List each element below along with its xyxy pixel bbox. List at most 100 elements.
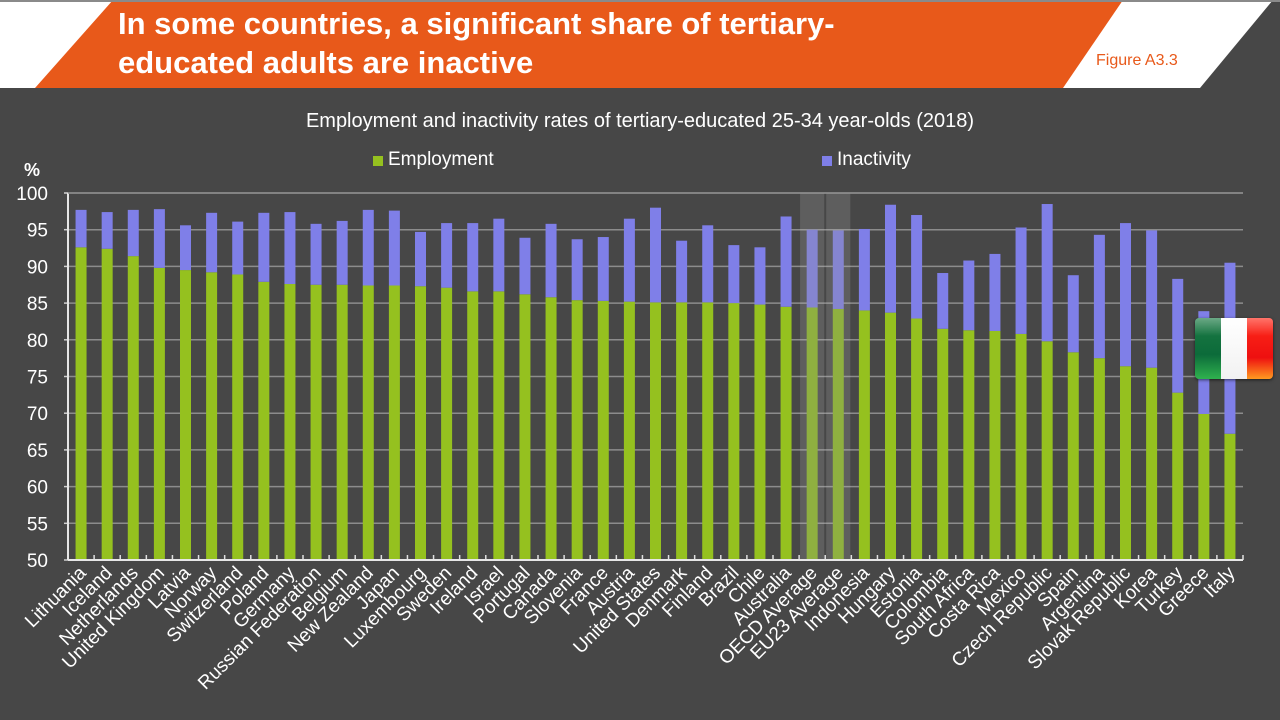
bar-employment: [545, 297, 557, 560]
y-tick-label: 55: [27, 514, 48, 535]
bar-inactivity: [101, 212, 113, 249]
bar-inactivity: [1120, 223, 1131, 367]
bar-inactivity: [388, 210, 400, 286]
y-tick-label: 90: [27, 257, 48, 278]
bar-employment: [232, 274, 244, 560]
bar-inactivity: [545, 223, 557, 298]
bar-inactivity: [1041, 204, 1053, 342]
y-tick-label: 80: [27, 331, 48, 352]
legend-label-employment: Employment: [388, 149, 494, 170]
bar-employment: [519, 294, 531, 560]
legend-swatch-employment: [373, 156, 383, 166]
y-axis-unit-label: %: [24, 160, 41, 180]
bar-inactivity: [153, 209, 165, 268]
bar-inactivity: [832, 230, 844, 309]
bar-inactivity: [362, 209, 374, 286]
bar-employment: [623, 301, 635, 560]
bar-employment: [1120, 366, 1131, 560]
bar-employment: [1093, 358, 1105, 560]
bar-inactivity: [1093, 234, 1105, 359]
italy-flag-icon: [1195, 318, 1273, 379]
bar-employment: [676, 302, 688, 560]
bar-employment: [937, 328, 949, 560]
bar-employment: [989, 330, 1001, 560]
bar-inactivity: [885, 204, 896, 313]
legend-inactivity: Inactivity: [822, 149, 911, 171]
bar-inactivity: [858, 228, 870, 311]
bar-inactivity: [336, 220, 348, 285]
bar-employment: [780, 306, 792, 560]
bar-employment: [310, 284, 322, 560]
bar-inactivity: [780, 216, 792, 307]
bar-inactivity: [989, 253, 1001, 331]
bar-inactivity: [258, 212, 270, 282]
bar-inactivity: [728, 245, 740, 304]
bar-inactivity: [650, 207, 661, 303]
bar-employment: [1172, 392, 1184, 560]
bar-employment: [597, 300, 609, 560]
bar-inactivity: [1172, 278, 1184, 393]
bar-employment: [153, 267, 165, 560]
bar-employment: [362, 285, 374, 560]
bar-inactivity: [232, 221, 244, 275]
bar-inactivity: [623, 218, 635, 302]
bar-inactivity: [676, 240, 688, 303]
bar-inactivity: [963, 260, 975, 331]
header-background: [0, 0, 1280, 88]
bar-employment: [728, 303, 740, 560]
bar-employment: [336, 284, 348, 560]
figure-label: Figure A3.3: [1096, 52, 1178, 69]
bar-employment: [858, 310, 870, 560]
bar-employment: [885, 312, 896, 560]
bar-employment: [415, 286, 426, 560]
y-tick-label: 50: [27, 551, 48, 572]
bar-employment: [963, 330, 975, 560]
bar-inactivity: [1067, 275, 1079, 353]
bar-employment: [467, 291, 479, 560]
bar-employment: [702, 302, 714, 560]
title-banner: [35, 0, 1123, 88]
y-tick-label: 85: [27, 294, 48, 315]
bar-employment: [206, 272, 218, 560]
bar-inactivity: [911, 215, 923, 319]
legend-swatch-inactivity: [822, 156, 832, 166]
bar-employment: [806, 307, 818, 560]
bar-inactivity: [571, 239, 583, 301]
bar-inactivity: [493, 218, 505, 292]
bar-employment: [101, 248, 113, 560]
bar-employment: [832, 308, 844, 560]
bar-inactivity: [937, 273, 949, 329]
bar-inactivity: [1015, 227, 1027, 334]
y-tick-label: 95: [27, 221, 48, 242]
bar-employment: [1198, 413, 1210, 560]
bar-employment: [180, 270, 191, 560]
bar-employment: [75, 247, 87, 561]
x-tick-label: Italy: [1200, 562, 1240, 602]
bar-employment: [650, 302, 661, 560]
bar-inactivity: [597, 237, 609, 301]
bar-employment: [1041, 341, 1053, 560]
bar-inactivity: [75, 209, 87, 248]
bar-employment: [1224, 433, 1236, 560]
y-tick-label: 65: [27, 441, 48, 462]
slide-title-line-1: In some countries, a significant share o…: [118, 6, 835, 41]
slide-title-line-2: educated adults are inactive: [118, 45, 534, 80]
bar-inactivity: [127, 209, 139, 257]
y-tick-label: 70: [27, 404, 48, 425]
bar-inactivity: [441, 223, 453, 288]
bar-employment: [754, 304, 766, 560]
bar-employment: [441, 287, 453, 560]
bar-employment: [127, 256, 139, 560]
bar-employment: [1146, 367, 1158, 560]
bar-inactivity: [310, 223, 322, 285]
y-tick-label: 100: [16, 184, 48, 205]
bar-inactivity: [702, 225, 714, 303]
bar-employment: [388, 285, 400, 560]
slide-title: In some countries, a significant share o…: [118, 4, 998, 82]
bar-inactivity: [180, 225, 191, 271]
bar-inactivity: [206, 212, 218, 273]
bar-employment: [1067, 352, 1079, 560]
bar-employment: [911, 318, 923, 560]
y-tick-label: 60: [27, 478, 48, 499]
